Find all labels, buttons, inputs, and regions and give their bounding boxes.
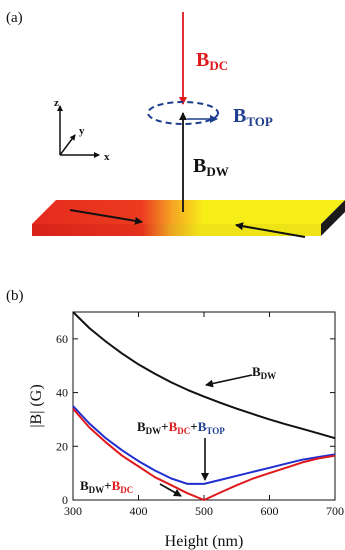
panel-a: (a) z x y BDC BTOP BDW	[6, 10, 345, 238]
annotation-arrow-sum-dc	[159, 483, 182, 497]
annotation-label-bdw: BDW	[252, 364, 276, 381]
x-tick-label: 500	[195, 504, 213, 518]
series-line-bdw-bdc-btop	[72, 405, 336, 485]
y-tick-label: 0	[62, 493, 68, 507]
panel-a-label: (a)	[6, 10, 23, 26]
x-tick-label: 400	[130, 504, 148, 518]
panel-b-label: (b)	[6, 288, 24, 304]
x-tick-label: 700	[326, 504, 344, 518]
x-axis-title: Height (nm)	[165, 533, 244, 550]
b-dc-label: BDC	[196, 49, 228, 73]
magnetization-arrow-left	[235, 222, 306, 238]
y-tick-label: 40	[56, 386, 68, 400]
z-axis-label: z	[54, 97, 59, 109]
b-top-loop	[147, 101, 219, 125]
domain-wall-strip	[32, 200, 345, 238]
chart-b: 300 400 500 600 700 0 20 40 60 Height (nm) |B| (G)…	[28, 311, 344, 550]
strip-top-face	[32, 200, 345, 224]
plot-frame	[72, 311, 336, 501]
b-dw-label: BDW	[193, 155, 229, 179]
strip-front-face	[32, 224, 321, 236]
series-line-bdw-bdc	[72, 408, 336, 501]
y-axis-label: y	[79, 125, 85, 137]
y-tick-label: 20	[56, 439, 68, 453]
annotation-label-sum-top: BDW+BDC+BTOP	[137, 419, 225, 436]
x-axis-label: x	[104, 151, 110, 163]
b-top-label: BTOP	[233, 105, 273, 129]
coordinate-axes: z x y	[54, 97, 110, 163]
annotation-arrow-bdw	[205, 374, 253, 388]
annotation-label-sum-dc: BDW+BDC	[80, 478, 133, 495]
y-axis-title: |B| (G)	[28, 384, 45, 427]
x-tick-label: 300	[64, 504, 82, 518]
series-line-bdw	[72, 311, 336, 440]
y-tick-label: 60	[56, 332, 68, 346]
strip-side-face	[321, 200, 345, 236]
x-tick-label: 600	[261, 504, 279, 518]
magnetization-arrow-right	[69, 209, 143, 225]
panel-b: (b) 300 400 500 600 700 0 20 40 60 Height (nm) |B|…	[6, 288, 344, 550]
y-axis-arrow	[59, 134, 76, 156]
